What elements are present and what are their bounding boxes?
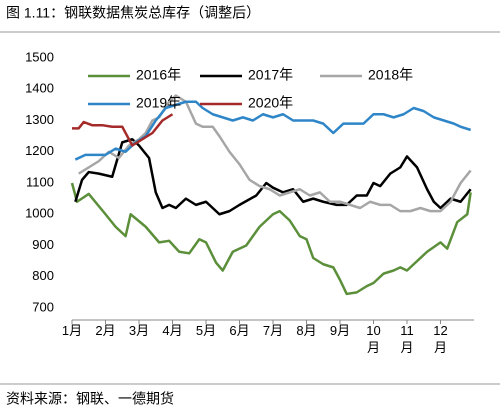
series-line (72, 113, 174, 147)
y-tick-label: 1300 (25, 112, 54, 127)
x-tick-label: 4月 (162, 323, 183, 338)
series-line (78, 94, 472, 213)
x-tick-label: 3月 (128, 323, 150, 338)
legend-label: 2016年 (136, 67, 181, 83)
x-tick-label: 1月 (61, 323, 83, 338)
chart-title: 图 1.11：钢联数据焦炭总库存（调整后） (6, 5, 260, 21)
x-tick-label: 10 月 (366, 323, 381, 355)
y-tick-label: 1000 (25, 206, 54, 221)
legend-label: 2018年 (368, 67, 413, 83)
x-tick-label: 2月 (95, 323, 116, 338)
y-tick-label: 1100 (26, 174, 54, 189)
x-tick-label: 7月 (262, 323, 284, 338)
x-tick-label: 12 月 (433, 323, 448, 355)
legend-label: 2017年 (248, 67, 293, 83)
y-tick-label: 900 (32, 237, 54, 252)
y-tick-label: 800 (32, 268, 54, 283)
x-tick-label: 5月 (195, 323, 217, 338)
series-line (70, 182, 472, 296)
y-tick-label: 700 (32, 299, 54, 314)
legend-label: 2020年 (248, 95, 293, 111)
y-tick-label: 1200 (25, 143, 54, 158)
y-tick-label: 1500 (25, 49, 54, 64)
series-line (74, 138, 472, 216)
x-tick-label: 6月 (229, 323, 250, 338)
y-tick-label: 1400 (25, 81, 54, 96)
x-tick-label: 9月 (329, 323, 351, 338)
x-tick-label: 11 月 (400, 323, 414, 355)
legend-label: 2019年 (136, 95, 181, 111)
source-note: 资料来源：钢联、一德期货 (6, 391, 174, 407)
x-tick-label: 8月 (296, 323, 317, 338)
